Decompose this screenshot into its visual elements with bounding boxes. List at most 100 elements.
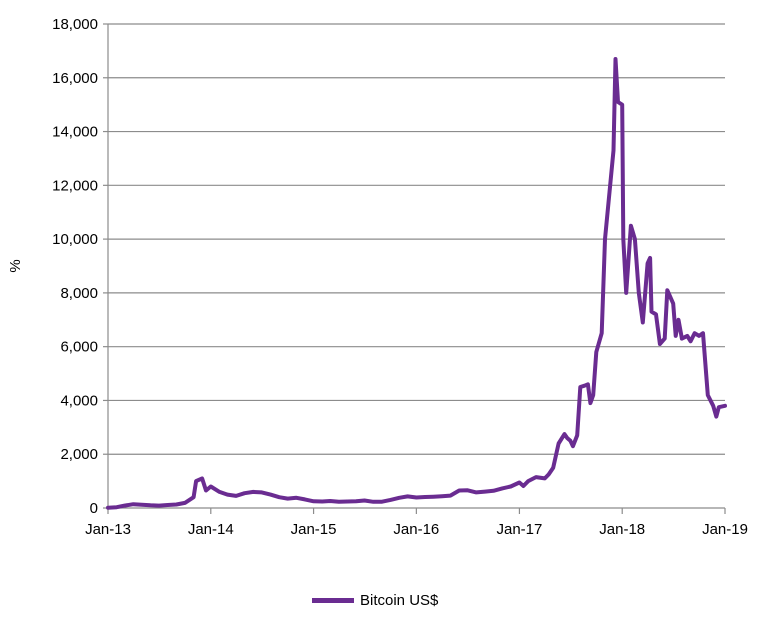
data-point	[414, 496, 418, 499]
data-point	[363, 499, 366, 502]
data-point	[594, 350, 598, 354]
data-point	[588, 401, 592, 405]
data-point	[723, 404, 727, 408]
x-tick-label: Jan-18	[599, 521, 645, 538]
data-point	[650, 310, 653, 314]
data-point	[671, 302, 675, 306]
y-tick-label: 10,000	[52, 231, 98, 248]
data-point	[665, 288, 669, 292]
data-point	[629, 224, 633, 228]
x-axis: Jan-13 Jan-14 Jan-15 Jan-16 Jan-17 Jan-18 Jan-…	[85, 507, 748, 538]
data-point	[183, 501, 187, 505]
data-point	[149, 503, 152, 507]
x-tick-label: Jan-15	[291, 521, 337, 538]
data-point	[637, 291, 641, 295]
y-tick-label: 2,000	[60, 446, 98, 463]
data-point	[406, 494, 410, 498]
data-point	[200, 476, 204, 480]
y-tick-label: 6,000	[60, 339, 98, 356]
y-tick-label: 4,000	[60, 392, 98, 409]
x-tick-label: Jan-16	[393, 521, 439, 538]
data-point	[140, 503, 144, 507]
data-point	[591, 393, 595, 397]
data-point	[663, 337, 667, 341]
data-point	[616, 100, 620, 104]
data-point	[547, 472, 551, 476]
data-point	[646, 261, 650, 265]
legend: Bitcoin US$	[312, 592, 438, 609]
y-tick-label: 8,000	[60, 285, 98, 302]
data-point	[234, 494, 238, 498]
data-point	[269, 493, 272, 497]
data-point	[711, 404, 715, 408]
data-point	[492, 489, 495, 493]
data-point	[389, 498, 392, 502]
data-point	[371, 500, 375, 504]
data-point	[225, 493, 229, 497]
data-point	[693, 331, 697, 335]
data-point	[701, 331, 705, 335]
data-point	[209, 485, 213, 488]
data-point	[674, 334, 678, 338]
data-point	[717, 405, 721, 409]
y-tick-label: 0	[90, 500, 98, 517]
x-tick-label: Jan-14	[188, 521, 234, 538]
series-line-0	[106, 57, 727, 510]
data-point	[571, 444, 575, 448]
data-point	[423, 495, 427, 499]
data-point	[641, 321, 645, 324]
data-point	[166, 503, 170, 507]
data-point	[603, 237, 607, 241]
data-point	[600, 331, 604, 335]
x-tick-label: Jan-13	[85, 521, 131, 538]
data-point	[320, 500, 324, 503]
data-point	[123, 504, 127, 508]
data-point	[131, 502, 135, 506]
data-point	[500, 486, 504, 490]
data-point	[697, 334, 701, 338]
data-point	[689, 339, 693, 343]
y-axis-title: %	[7, 259, 24, 272]
data-point	[474, 490, 478, 494]
data-point	[260, 490, 264, 494]
x-tick-label: Jan-19	[702, 521, 748, 538]
data-point	[466, 488, 470, 492]
data-point	[218, 490, 221, 494]
data-point	[157, 504, 161, 508]
data-point	[714, 415, 718, 419]
legend-label: Bitcoin US$	[360, 592, 439, 609]
data-point	[448, 494, 452, 498]
data-point	[483, 490, 487, 494]
data-point	[654, 312, 658, 316]
data-point	[677, 318, 680, 322]
y-tick-label: 16,000	[52, 70, 98, 87]
data-point	[578, 385, 582, 389]
data-point	[303, 497, 307, 501]
data-point	[440, 494, 444, 498]
data-point	[551, 466, 555, 470]
data-point	[563, 432, 566, 436]
data-point	[621, 237, 625, 241]
data-point	[586, 382, 590, 386]
data-point	[397, 496, 401, 500]
data-point	[648, 256, 652, 260]
data-point	[517, 481, 521, 484]
data-point	[575, 433, 579, 437]
data-point	[624, 291, 628, 295]
y-axis: 0 2,000 4,000 6,000 8,000 10,000 12,000 14,000 1…	[52, 16, 109, 517]
data-point	[243, 491, 247, 495]
data-point	[328, 499, 332, 503]
data-point	[583, 384, 586, 388]
data-point	[174, 503, 178, 506]
data-point	[565, 436, 569, 440]
data-point	[286, 497, 290, 501]
data-point	[706, 393, 710, 397]
data-point	[680, 337, 684, 341]
data-point	[204, 489, 208, 492]
data-point	[337, 500, 341, 504]
data-point	[633, 237, 637, 241]
data-point	[509, 485, 513, 488]
data-point	[431, 495, 435, 499]
data-point	[534, 475, 538, 479]
